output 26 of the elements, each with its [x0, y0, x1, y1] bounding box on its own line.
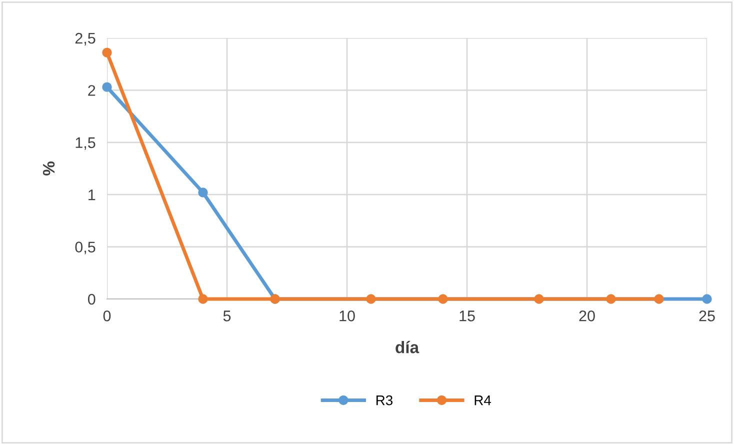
point: [102, 82, 112, 92]
x-tick-label: 20: [579, 310, 595, 322]
y-tick-label: 2: [88, 85, 96, 96]
x-tick-label: 10: [340, 310, 355, 322]
y-tick-label: 0,5: [75, 242, 96, 254]
y-axis-title: %: [42, 162, 55, 176]
point: [198, 188, 208, 198]
y-tick-label: 1,5: [76, 137, 96, 150]
x-axis-title: día: [396, 340, 420, 354]
legend-label: R4: [474, 396, 492, 406]
point: [366, 294, 376, 304]
point: [198, 294, 208, 304]
point: [606, 294, 616, 304]
y-tick-label: 1: [88, 190, 96, 200]
x-tick-label: 15: [460, 310, 475, 322]
x-tick-label: 5: [223, 310, 231, 322]
point: [702, 294, 712, 304]
point: [534, 294, 544, 304]
y-tick-label: 2,5: [75, 32, 96, 46]
point: [102, 48, 112, 58]
x-tick-label: 25: [699, 310, 715, 322]
point: [438, 294, 448, 304]
y-tick-label: 0: [88, 294, 96, 305]
x-tick-label: 0: [103, 310, 111, 322]
legend-label: R3: [376, 395, 392, 406]
point: [654, 294, 664, 304]
